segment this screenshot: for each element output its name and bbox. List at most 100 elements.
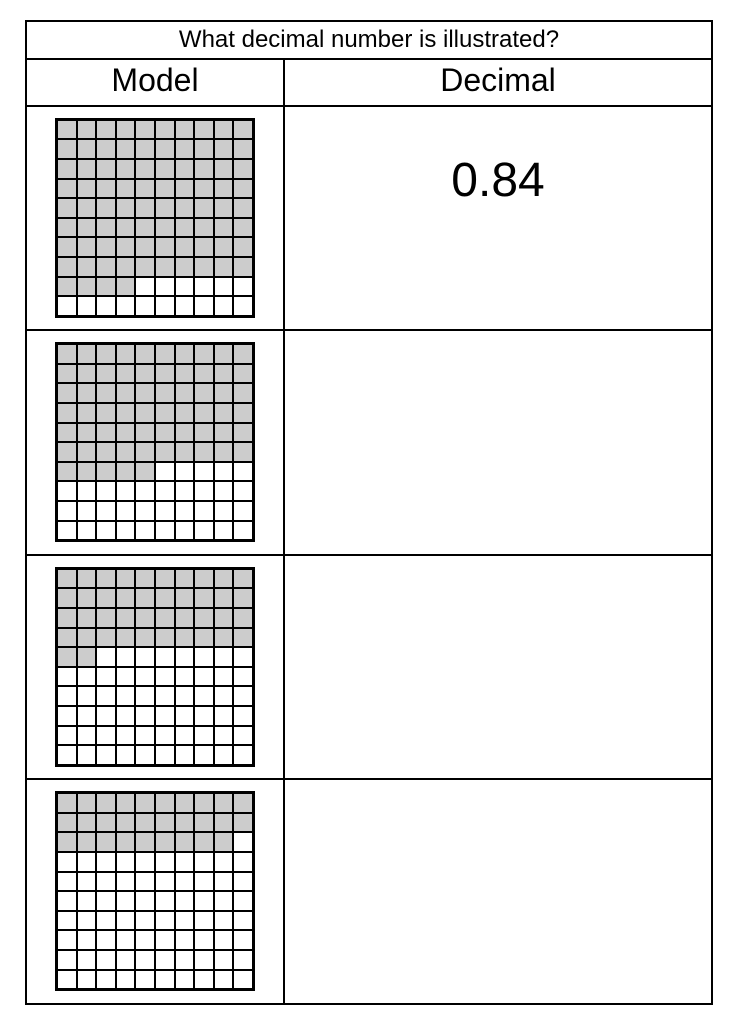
data-row bbox=[27, 556, 711, 781]
grid-square bbox=[155, 628, 175, 648]
grid-square bbox=[175, 501, 195, 521]
grid-square bbox=[77, 793, 97, 813]
grid-square bbox=[96, 296, 116, 316]
grid-square bbox=[214, 686, 234, 706]
grid-square bbox=[57, 403, 77, 423]
grid-square bbox=[135, 647, 155, 667]
grid-square bbox=[194, 296, 214, 316]
grid-square bbox=[135, 120, 155, 140]
decimal-cell bbox=[285, 331, 711, 554]
grid-square bbox=[135, 813, 155, 833]
grid-square bbox=[175, 179, 195, 199]
grid-square bbox=[155, 237, 175, 257]
grid-square bbox=[214, 667, 234, 687]
data-row bbox=[27, 780, 711, 1003]
grid-square bbox=[214, 237, 234, 257]
grid-square bbox=[233, 588, 253, 608]
grid-square bbox=[233, 726, 253, 746]
grid-square bbox=[214, 608, 234, 628]
grid-square bbox=[135, 911, 155, 931]
grid-square bbox=[155, 364, 175, 384]
grid-square bbox=[233, 120, 253, 140]
grid-square bbox=[135, 832, 155, 852]
grid-square bbox=[233, 793, 253, 813]
grid-square bbox=[175, 832, 195, 852]
grid-square bbox=[135, 296, 155, 316]
grid-square bbox=[135, 218, 155, 238]
grid-square bbox=[214, 745, 234, 765]
grid-square bbox=[96, 793, 116, 813]
grid-square bbox=[96, 813, 116, 833]
grid-square bbox=[96, 198, 116, 218]
grid-square bbox=[96, 237, 116, 257]
grid-square bbox=[77, 628, 97, 648]
grid-square bbox=[77, 296, 97, 316]
grid-square bbox=[135, 950, 155, 970]
grid-square bbox=[175, 442, 195, 462]
grid-square bbox=[214, 481, 234, 501]
grid-square bbox=[155, 950, 175, 970]
grid-square bbox=[57, 608, 77, 628]
grid-square bbox=[116, 686, 136, 706]
grid-square bbox=[116, 930, 136, 950]
decimal-cell: 0.84 bbox=[285, 107, 711, 330]
grid-square bbox=[233, 891, 253, 911]
grid-square bbox=[194, 257, 214, 277]
grid-square bbox=[77, 950, 97, 970]
grid-square bbox=[57, 179, 77, 199]
grid-square bbox=[96, 891, 116, 911]
grid-square bbox=[155, 706, 175, 726]
grid-square bbox=[57, 667, 77, 687]
grid-square bbox=[233, 706, 253, 726]
grid-square bbox=[155, 852, 175, 872]
grid-square bbox=[175, 159, 195, 179]
grid-square bbox=[57, 911, 77, 931]
grid-square bbox=[214, 383, 234, 403]
grid-square bbox=[214, 462, 234, 482]
grid-square bbox=[233, 745, 253, 765]
grid-square bbox=[233, 628, 253, 648]
grid-square bbox=[233, 139, 253, 159]
grid-square bbox=[194, 970, 214, 990]
grid-square bbox=[96, 832, 116, 852]
grid-square bbox=[233, 257, 253, 277]
grid-square bbox=[175, 198, 195, 218]
grid-square bbox=[116, 950, 136, 970]
grid-square bbox=[175, 569, 195, 589]
grid-square bbox=[116, 277, 136, 297]
grid-square bbox=[233, 813, 253, 833]
grid-square bbox=[96, 930, 116, 950]
grid-square bbox=[135, 139, 155, 159]
grid-square bbox=[175, 344, 195, 364]
data-row: 0.84 bbox=[27, 107, 711, 332]
grid-square bbox=[194, 726, 214, 746]
grid-square bbox=[77, 911, 97, 931]
grid-square bbox=[175, 930, 195, 950]
grid-square bbox=[57, 852, 77, 872]
grid-square bbox=[194, 442, 214, 462]
grid-square bbox=[155, 745, 175, 765]
grid-square bbox=[57, 745, 77, 765]
grid-square bbox=[77, 872, 97, 892]
grid-square bbox=[233, 852, 253, 872]
grid-square bbox=[233, 442, 253, 462]
grid-square bbox=[135, 706, 155, 726]
grid-square bbox=[194, 686, 214, 706]
grid-square bbox=[96, 462, 116, 482]
grid-square bbox=[194, 159, 214, 179]
grid-square bbox=[233, 569, 253, 589]
grid-square bbox=[214, 423, 234, 443]
grid-square bbox=[175, 383, 195, 403]
grid-square bbox=[194, 628, 214, 648]
grid-square bbox=[233, 608, 253, 628]
grid-square bbox=[194, 462, 214, 482]
grid-square bbox=[135, 667, 155, 687]
grid-square bbox=[214, 628, 234, 648]
grid-square bbox=[214, 911, 234, 931]
grid-square bbox=[233, 462, 253, 482]
grid-square bbox=[175, 257, 195, 277]
grid-square bbox=[194, 832, 214, 852]
grid-square bbox=[214, 139, 234, 159]
grid-square bbox=[77, 832, 97, 852]
grid-square bbox=[233, 950, 253, 970]
